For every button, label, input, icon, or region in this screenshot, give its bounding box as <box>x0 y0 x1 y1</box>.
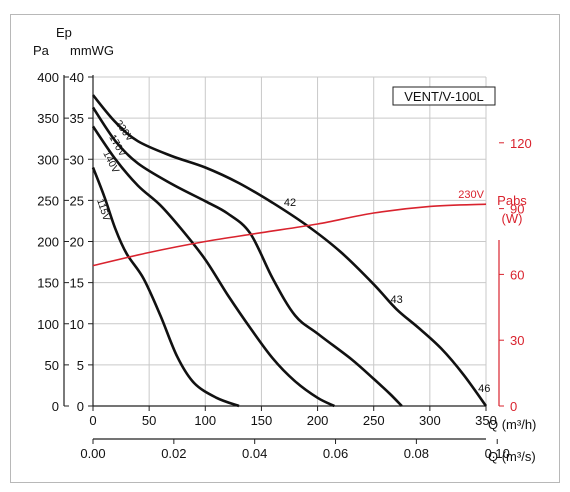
x-tick-label-m3s: 0.10 <box>485 446 510 461</box>
y-tick-label-pa: 400 <box>37 70 59 85</box>
x-tick-label-m3h: 50 <box>142 413 156 428</box>
series-line-170V <box>91 106 403 407</box>
y-tick-label-mmwg: 25 <box>70 193 84 208</box>
x-tick-label-m3h: 100 <box>194 413 216 428</box>
y-tick-label-mmwg: 20 <box>70 235 84 250</box>
y-tick-label-mmwg: 30 <box>70 152 84 167</box>
model-label-box <box>392 86 496 106</box>
x-tick-label-m3h: 250 <box>363 413 385 428</box>
fan-performance-chart: 0501001502002503003504000510152025303540… <box>33 25 536 464</box>
y-tick-label-mmwg: 5 <box>77 358 84 373</box>
labels: 0501001502002503003504000510152025303540… <box>37 70 531 461</box>
y-tick-label-right: 0 <box>510 399 517 414</box>
annotation-label: 42 <box>284 197 296 209</box>
y-tick-label-pa: 100 <box>37 317 59 332</box>
y-tick-label-mmwg: 0 <box>77 399 84 414</box>
y-tick-label-pa: 150 <box>37 276 59 291</box>
y-tick-label-right: 120 <box>510 136 532 151</box>
y-axis-ep-label: Ep <box>56 25 72 40</box>
chart-frame: 0 50 100 150 200 250 300 350 400 0 5 10 15 20 25 30 35 40… <box>10 14 560 483</box>
x-tick-label-m3s: 0.08 <box>404 446 429 461</box>
grid <box>93 76 487 406</box>
x-tick-label-m3h: 300 <box>419 413 441 428</box>
y-tick-label-right: 30 <box>510 333 524 348</box>
y-tick-label-right: 60 <box>510 267 524 282</box>
y-axis-right-label-w: (W) <box>502 211 523 226</box>
series-line-140V <box>91 125 335 408</box>
y-tick-label-right: 90 <box>510 202 524 217</box>
x-axis-m3h-label: Q (m³/h) <box>488 417 536 432</box>
x-axis-m3s-label: Q (m³/s) <box>488 449 536 464</box>
y-tick-label-mmwg: 15 <box>70 276 84 291</box>
y-tick-label-mmwg: 40 <box>70 70 84 85</box>
y-tick-label-mmwg: 35 <box>70 111 84 126</box>
curves <box>91 94 488 408</box>
x-tick-label-m3h: 0 <box>89 413 96 428</box>
axes <box>63 75 504 444</box>
x-tick-label-m3s: 0.06 <box>323 446 348 461</box>
model-label: VENT/V-100L <box>404 89 484 104</box>
annotation-label: 46 <box>478 383 490 395</box>
x-tick-label-m3h: 150 <box>251 413 273 428</box>
y-axis-mmwg-label: mmWG <box>70 43 114 58</box>
x-tick-label-m3s: 0.04 <box>242 446 267 461</box>
y-tick-label-pa: 50 <box>45 358 59 373</box>
series-line-230V <box>91 94 488 407</box>
series-line-115V <box>91 167 240 408</box>
x-tick-label-m3h: 350 <box>475 413 497 428</box>
y-axis-pa-label: Pa <box>33 43 50 58</box>
y-axis-right-label-pabs: Pabs <box>497 193 527 208</box>
y-tick-label-pa: 0 <box>52 399 59 414</box>
y-tick-label-pa: 250 <box>37 193 59 208</box>
x-tick-label-m3h: 200 <box>307 413 329 428</box>
power-line-230V <box>92 203 487 267</box>
series-label-115V: 115V <box>94 198 112 223</box>
annotation-label: 43 <box>391 294 403 306</box>
y-tick-label-pa: 350 <box>37 111 59 126</box>
y-tick-label-pa: 200 <box>37 235 59 250</box>
y-tick-label-pa: 300 <box>37 152 59 167</box>
x-tick-label-m3s: 0.00 <box>80 446 105 461</box>
power-series-label: 230V <box>458 189 484 201</box>
x-tick-label-m3s: 0.02 <box>161 446 186 461</box>
y-tick-label-mmwg: 10 <box>70 317 84 332</box>
